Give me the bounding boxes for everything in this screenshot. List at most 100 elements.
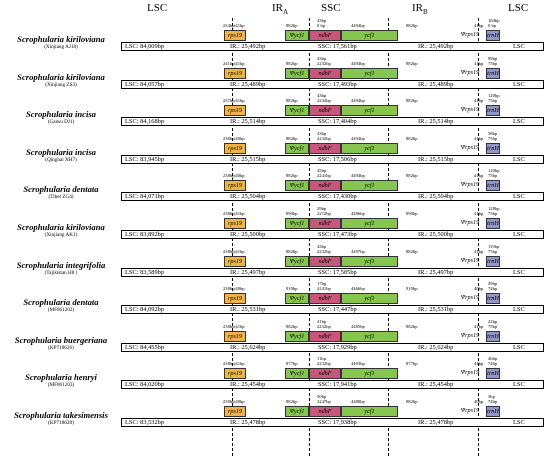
rps19-fragment-label: Ψrps19 bbox=[460, 332, 480, 339]
rps19-bp-label: 234bp|41bp bbox=[223, 23, 245, 28]
species-name: Scrophularia incisa bbox=[26, 109, 96, 119]
lsc-label: LSC: 83,892bp bbox=[125, 231, 165, 238]
lsc-end-label: LSC bbox=[513, 193, 525, 200]
header-ssc: SSC bbox=[321, 2, 341, 14]
ycf1-fragment-gene: Ψycf1 bbox=[285, 105, 309, 116]
ycf1-ir-bp-label: 877bp bbox=[406, 361, 418, 366]
ycf1-fragment-bp-label: 882bp bbox=[286, 399, 298, 404]
rps19-ir-bp-label: 41bp bbox=[474, 173, 484, 178]
species-label: Scrophularia takesimensis (KP718628) bbox=[2, 410, 120, 426]
rps19-fragment-label: Ψrps19 bbox=[460, 257, 480, 264]
lsc-label: LSC: 83,589bp bbox=[125, 269, 165, 276]
species-locality: (Qinghai XH7) bbox=[45, 157, 77, 163]
species-name: Scrophularia incisa bbox=[26, 147, 96, 157]
species-label: Scrophularia integrifolia (Tajikistan H8 … bbox=[2, 260, 120, 276]
ndhf-bp-label: 2232bp bbox=[317, 136, 331, 141]
rps19-gene: rps19 bbox=[224, 105, 246, 116]
species-label: Scrophularia kiriloviana (Xinjiang ZS3) bbox=[2, 72, 120, 88]
trnh-gene: trnH bbox=[486, 68, 500, 79]
lsc-label: LSC: 84,092bp bbox=[125, 306, 165, 313]
ycf1-bp-label: 4493bp bbox=[351, 361, 365, 366]
rps19-gene: rps19 bbox=[224, 180, 246, 191]
species-label: Scrophularia kiriloviana (Xinjiang AK1) bbox=[2, 222, 120, 238]
rps19-gene: rps19 bbox=[224, 368, 246, 379]
trnh-gap-bp-label: 75bp bbox=[488, 98, 498, 103]
ycf1-gene: ycf1 bbox=[341, 143, 398, 154]
ycf1-ir-bp-label: 882bp bbox=[406, 136, 418, 141]
ira-label: IR.: 25,624bp bbox=[230, 344, 266, 351]
trnh-gene: trnH bbox=[486, 180, 500, 191]
ycf1-fragment-gene: Ψycf1 bbox=[285, 331, 309, 342]
trnh-gap-bp-label: 75bp bbox=[488, 173, 498, 178]
header-lsc: LSC bbox=[147, 2, 168, 14]
species-name: Scrophularia henryi bbox=[25, 372, 97, 382]
trnh-bp-label: 119bp bbox=[488, 244, 500, 249]
ycf1-fragment-gene: Ψycf1 bbox=[285, 68, 309, 79]
ycf1-ir-bp-label: 890bp bbox=[406, 211, 418, 216]
ycf1-bp-label: 4497bp bbox=[351, 249, 365, 254]
trnh-gap-bp-label: 74bp bbox=[488, 361, 498, 366]
ssc-label: SSC: 17,505bp bbox=[318, 269, 357, 276]
species-locality: (KP718628) bbox=[48, 420, 74, 426]
genome-bar bbox=[121, 230, 544, 239]
ndhf-bp-label: 2232bp bbox=[317, 61, 331, 66]
rps19-bp-label: 237bp|41bp bbox=[223, 98, 245, 103]
ndhf-gene: ndhF bbox=[309, 256, 341, 267]
header-ira-main: IR bbox=[272, 2, 283, 14]
ndhf-gene: ndhF bbox=[309, 406, 341, 417]
ycf1-fragment-bp-label: 882bp bbox=[286, 98, 298, 103]
ira-label: IR.: 25,492bp bbox=[230, 43, 266, 50]
rps19-bp-label: 238bp|40bp bbox=[223, 136, 245, 141]
ycf1-ir-bp-label: 882bp bbox=[406, 324, 418, 329]
trnh-gene: trnH bbox=[486, 143, 500, 154]
ndhf-bp-label: 2241bp bbox=[317, 173, 331, 178]
rps19-fragment-label: Ψrps19 bbox=[460, 31, 480, 38]
genome-bar bbox=[121, 305, 544, 314]
ycf1-bp-label: 4494bp bbox=[351, 98, 365, 103]
lsc-label: LSC: 84,009bp bbox=[125, 43, 165, 50]
ndhf-gene: ndhF bbox=[309, 218, 341, 229]
lsc-end-label: LSC bbox=[513, 419, 525, 426]
lsc-end-label: LSC bbox=[513, 344, 525, 351]
ndhf-gene: ndhF bbox=[309, 105, 341, 116]
ndhf-overlap-bp-label: 43bp bbox=[317, 56, 327, 61]
irb-label: IR.: 25,504bp bbox=[418, 193, 454, 200]
ira-label: IR.: 25,489bp bbox=[230, 81, 266, 88]
irb-label: IR.: 25,531bp bbox=[418, 306, 454, 313]
rps19-bp-label: 238bp|40bp bbox=[223, 173, 245, 178]
ycf1-fragment-bp-label: 882bp bbox=[286, 61, 298, 66]
irb-label: IR.: 25,478bp bbox=[418, 419, 454, 426]
rps19-fragment-label: Ψrps19 bbox=[460, 369, 480, 376]
species-locality: (Tajikistan H8 ) bbox=[44, 270, 78, 276]
species-label: Scrophularia buergeriana (KP718626) bbox=[2, 335, 120, 351]
rps19-bp-label: 238bp|41bp bbox=[223, 249, 245, 254]
ycf1-ir-bp-label: 882bp bbox=[406, 23, 418, 28]
rps19-ir-bp-label: 40bp bbox=[474, 399, 484, 404]
lsc-end-label: LSC bbox=[513, 231, 525, 238]
ndhf-gene: ndhF bbox=[309, 143, 341, 154]
ndhf-gene: ndhF bbox=[309, 368, 341, 379]
species-name: Scrophularia dentata bbox=[23, 184, 99, 194]
lsc-end-label: LSC bbox=[513, 43, 525, 50]
ycf1-gene: ycf1 bbox=[341, 293, 398, 304]
rps19-fragment-label: Ψrps19 bbox=[460, 69, 480, 76]
ndhf-overlap-bp-label: 50bp bbox=[317, 394, 327, 399]
ndhf-gene: ndhF bbox=[309, 293, 341, 304]
rps19-bp-label: 238bp|41bp bbox=[223, 361, 245, 366]
rps19-ir-bp-label: 41bp bbox=[474, 136, 484, 141]
ndhf-bp-label: 2241bp bbox=[317, 286, 331, 291]
species-label: Scrophularia incisa (Gansu DJ1) bbox=[2, 109, 120, 125]
ndhf-overlap-bp-label: 45bp bbox=[317, 168, 327, 173]
irb-label: IR.: 25,514bp bbox=[418, 118, 454, 125]
ycf1-gene: ycf1 bbox=[341, 180, 398, 191]
ycf1-fragment-gene: Ψycf1 bbox=[285, 293, 309, 304]
irb-label: IR.: 25,500bp bbox=[418, 231, 454, 238]
trnh-bp-label: 22bp bbox=[488, 319, 498, 324]
rps19-ir-bp-label: 41bp bbox=[474, 23, 484, 28]
genome-bar bbox=[121, 192, 544, 201]
trnh-bp-label: 120bp bbox=[488, 168, 500, 173]
trnh-gap-bp-label: 75bp bbox=[488, 211, 498, 216]
ycf1-gene: ycf1 bbox=[341, 68, 398, 79]
ycf1-bp-label: 4485bp bbox=[351, 324, 365, 329]
rps19-gene: rps19 bbox=[224, 218, 246, 229]
